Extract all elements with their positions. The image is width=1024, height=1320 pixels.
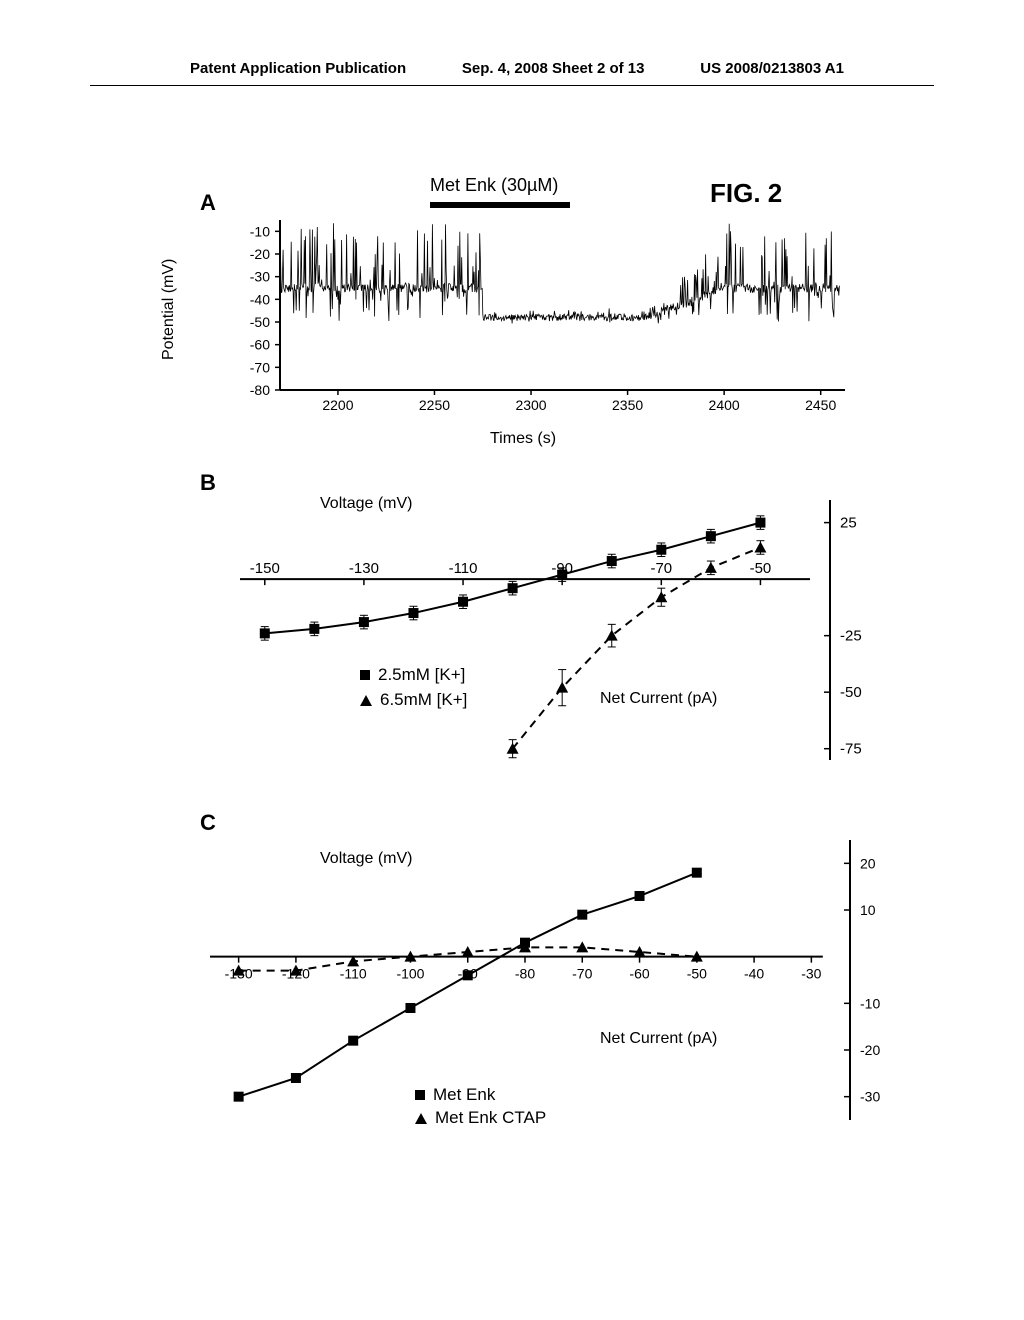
svg-text:-25: -25 bbox=[840, 628, 862, 645]
svg-text:-70: -70 bbox=[250, 359, 270, 375]
svg-text:2350: 2350 bbox=[612, 397, 643, 413]
header-center: Sep. 4, 2008 Sheet 2 of 13 bbox=[462, 60, 645, 77]
svg-text:-50: -50 bbox=[250, 314, 270, 330]
svg-text:-75: -75 bbox=[840, 741, 862, 758]
svg-text:-20: -20 bbox=[860, 1042, 880, 1058]
svg-text:-80: -80 bbox=[250, 382, 270, 398]
svg-text:-60: -60 bbox=[250, 337, 270, 353]
panel-c-ylabel: Net Current (pA) bbox=[600, 1030, 717, 1048]
svg-text:-70: -70 bbox=[572, 966, 592, 982]
treatment-label: Met Enk (30µM) bbox=[430, 175, 558, 196]
panel-c-legend-2: Met Enk CTAP bbox=[415, 1108, 546, 1128]
figure-container: A FIG. 2 Met Enk (30µM) -10-20-30-40-50-… bbox=[150, 160, 870, 1160]
square-marker-icon bbox=[415, 1090, 425, 1100]
svg-text:-10: -10 bbox=[860, 995, 880, 1011]
panel-a-label: A bbox=[200, 190, 216, 216]
svg-text:-100: -100 bbox=[396, 966, 424, 982]
svg-text:-30: -30 bbox=[860, 1089, 880, 1105]
legend-text: 6.5mM [K+] bbox=[380, 690, 467, 710]
svg-text:-20: -20 bbox=[250, 246, 270, 262]
svg-text:-60: -60 bbox=[629, 966, 649, 982]
svg-text:-30: -30 bbox=[250, 269, 270, 285]
svg-text:-50: -50 bbox=[750, 560, 772, 577]
svg-text:-50: -50 bbox=[687, 966, 707, 982]
triangle-marker-icon bbox=[360, 695, 372, 706]
svg-text:-130: -130 bbox=[349, 560, 379, 577]
svg-text:10: 10 bbox=[860, 902, 876, 918]
svg-text:-110: -110 bbox=[449, 560, 478, 577]
legend-text: 2.5mM [K+] bbox=[378, 665, 465, 685]
svg-text:-40: -40 bbox=[250, 291, 270, 307]
svg-text:25: 25 bbox=[840, 515, 857, 532]
svg-text:-150: -150 bbox=[250, 560, 280, 577]
panel-b-ylabel: Net Current (pA) bbox=[600, 690, 717, 708]
svg-text:-110: -110 bbox=[340, 966, 367, 982]
svg-text:-70: -70 bbox=[650, 560, 672, 577]
header-right: US 2008/0213803 A1 bbox=[700, 60, 844, 77]
svg-text:-30: -30 bbox=[801, 966, 821, 982]
header-left: Patent Application Publication bbox=[190, 60, 406, 77]
svg-text:-10: -10 bbox=[250, 223, 270, 239]
treatment-bar bbox=[430, 202, 570, 208]
svg-text:-50: -50 bbox=[840, 684, 862, 701]
legend-text: Met Enk CTAP bbox=[435, 1108, 546, 1128]
panel-b-legend-2: 6.5mM [K+] bbox=[360, 690, 467, 710]
svg-text:2450: 2450 bbox=[805, 397, 836, 413]
svg-text:20: 20 bbox=[860, 855, 876, 871]
page-header: Patent Application Publication Sep. 4, 2… bbox=[90, 0, 934, 86]
panel-b-legend-1: 2.5mM [K+] bbox=[360, 665, 465, 685]
panel-a-xlabel: Times (s) bbox=[490, 430, 556, 448]
svg-text:2200: 2200 bbox=[322, 397, 353, 413]
panel-a-chart: -10 -20 -30 -40 -50 -60 -70 -80 2200 2250 2300 2350… bbox=[230, 210, 850, 420]
square-marker-icon bbox=[360, 670, 370, 680]
panel-a-ylabel: Potential (mV) bbox=[160, 259, 178, 360]
panel-c-chart: -130-120-110-100-90-80-70-60-50-40-30201… bbox=[190, 820, 890, 1140]
triangle-marker-icon bbox=[415, 1113, 427, 1124]
figure-label: FIG. 2 bbox=[710, 178, 782, 209]
panel-c-legend-1: Met Enk bbox=[415, 1085, 495, 1105]
svg-text:2300: 2300 bbox=[515, 397, 546, 413]
legend-text: Met Enk bbox=[433, 1085, 495, 1105]
panel-b-chart: -150-130-110-90-70-5025-25-50-75 bbox=[210, 480, 870, 780]
svg-text:-80: -80 bbox=[515, 966, 535, 982]
svg-text:2250: 2250 bbox=[419, 397, 450, 413]
svg-text:2400: 2400 bbox=[709, 397, 740, 413]
svg-text:-40: -40 bbox=[744, 966, 764, 982]
